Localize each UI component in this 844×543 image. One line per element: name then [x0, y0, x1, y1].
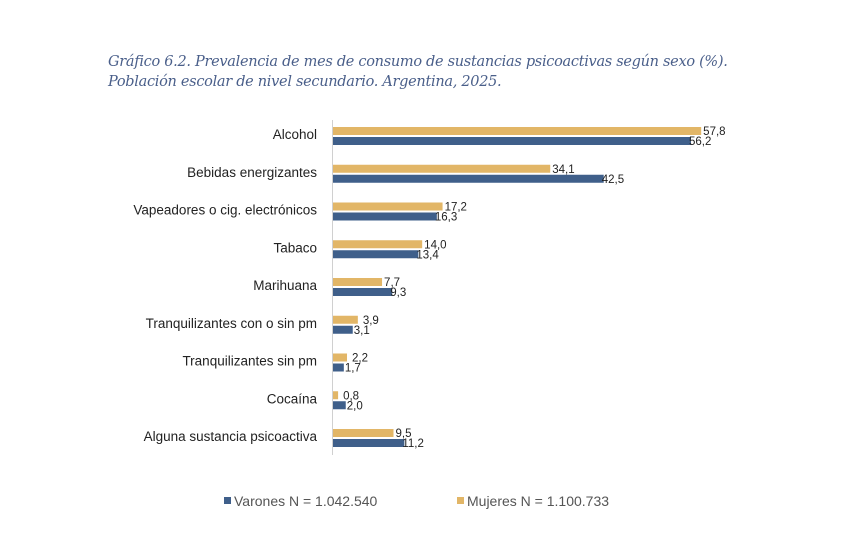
category-label: Tranquilizantes con o sin pm — [146, 316, 317, 331]
bar-varones — [333, 212, 437, 221]
data-label: 34,1 — [552, 164, 574, 176]
bar-varones — [333, 363, 344, 372]
data-label: 14,0 — [424, 239, 446, 251]
category-label: Tabaco — [273, 240, 317, 255]
data-label: 56,2 — [689, 136, 711, 148]
bar-mujeres — [333, 315, 358, 324]
data-label: 2,2 — [352, 353, 368, 365]
data-label: 3,1 — [354, 325, 370, 337]
bar-varones — [333, 325, 353, 334]
data-label: 9,3 — [390, 287, 406, 299]
legend-label: Varones N = 1.042.540 — [234, 493, 378, 509]
bar-mujeres — [333, 429, 394, 437]
bar-varones — [333, 137, 691, 145]
bar-mujeres — [333, 391, 339, 400]
data-label: 0,8 — [343, 390, 359, 402]
data-label: 16,3 — [435, 212, 457, 224]
data-label: 2,0 — [347, 400, 363, 412]
category-label: Vapeadores o cig. electrónicos — [133, 203, 317, 218]
bar-varones — [333, 250, 419, 259]
data-label: 1,7 — [345, 363, 361, 375]
category-label: Cocaína — [267, 391, 318, 406]
category-label: Alcohol — [273, 127, 317, 142]
bar-mujeres — [333, 353, 348, 362]
chart-title: Gráfico 6.2. Prevalencia de mes de consu… — [108, 52, 728, 92]
legend-label: Mujeres N = 1.100.733 — [467, 493, 609, 509]
data-label: 57,8 — [703, 126, 725, 138]
bar-mujeres — [333, 278, 383, 286]
data-label: 11,2 — [402, 438, 424, 450]
bar-varones — [333, 288, 393, 296]
category-label: Bebidas energizantes — [187, 165, 317, 180]
bar-mujeres — [333, 164, 551, 173]
bar-mujeres — [333, 240, 423, 249]
data-label: 17,2 — [445, 202, 467, 214]
legend-marker — [457, 497, 464, 504]
category-label: Alguna sustancia psicoactiva — [144, 429, 318, 444]
legend-marker — [224, 497, 231, 504]
data-label: 13,4 — [416, 249, 439, 261]
chart-title-line1: Gráfico 6.2. Prevalencia de mes de consu… — [108, 54, 728, 70]
chart-subtitle: Población escolar de nivel secundario. A… — [108, 74, 502, 90]
data-label: 9,5 — [396, 428, 412, 440]
bar-varones — [333, 174, 604, 183]
data-label: 42,5 — [602, 174, 624, 186]
bar-mujeres — [333, 202, 443, 211]
data-label: 7,7 — [384, 277, 400, 289]
bar-mujeres — [333, 127, 702, 135]
bar-varones — [333, 401, 346, 410]
category-label: Tranquilizantes sin pm — [182, 354, 317, 369]
bar-varones — [333, 439, 405, 447]
category-label: Marihuana — [253, 278, 317, 293]
data-label: 3,9 — [363, 315, 379, 327]
